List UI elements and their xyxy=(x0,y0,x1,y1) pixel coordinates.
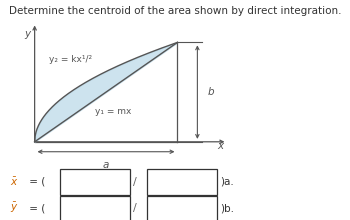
Text: y₂ = kx¹/²: y₂ = kx¹/² xyxy=(49,55,92,64)
Text: )a.: )a. xyxy=(220,177,234,187)
Text: $\bar{x}$: $\bar{x}$ xyxy=(10,176,19,188)
Bar xyxy=(60,196,130,220)
Text: x: x xyxy=(217,141,224,151)
Text: y₁ = mx: y₁ = mx xyxy=(94,107,131,116)
Text: $\bar{y}$: $\bar{y}$ xyxy=(10,201,19,215)
Bar xyxy=(147,169,217,195)
Text: a: a xyxy=(103,160,109,170)
Text: /: / xyxy=(133,203,137,213)
Text: y: y xyxy=(25,29,31,38)
Text: = (: = ( xyxy=(26,203,46,213)
Text: b: b xyxy=(208,87,214,97)
Text: /: / xyxy=(133,177,137,187)
Text: = (: = ( xyxy=(26,177,46,187)
Text: )b.: )b. xyxy=(220,203,234,213)
Text: Determine the centroid of the area shown by direct integration.: Determine the centroid of the area shown… xyxy=(9,6,341,15)
Bar xyxy=(60,169,130,195)
Bar xyxy=(147,196,217,220)
